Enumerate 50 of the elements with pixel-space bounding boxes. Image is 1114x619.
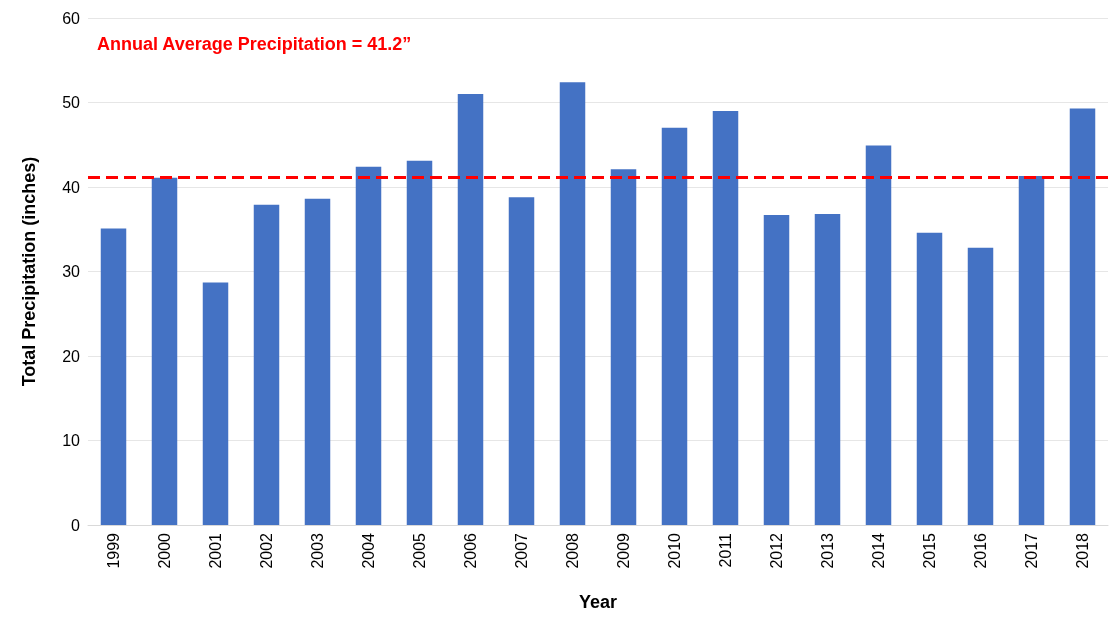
y-axis-title: Total Precipitation (inches): [19, 156, 39, 387]
x-tick-label: 2004: [360, 532, 377, 569]
bar: [304, 198, 331, 525]
bar: [100, 228, 127, 525]
x-tick-label: 2009: [615, 532, 632, 569]
bar: [1069, 108, 1096, 525]
x-axis-title: Year: [578, 592, 618, 612]
x-tick-label: 2008: [564, 532, 581, 569]
ref-line-label: Annual Average Precipitation = 41.2”: [97, 34, 412, 54]
bar: [967, 247, 994, 525]
x-tick-label: 2017: [1023, 532, 1040, 569]
x-tick-label: 2003: [309, 532, 326, 569]
x-tick-label: 2018: [1074, 532, 1091, 569]
bar: [202, 282, 229, 525]
bar: [253, 204, 280, 525]
bar: [355, 166, 382, 525]
x-tick-label: 2005: [411, 532, 428, 569]
bar: [865, 145, 892, 525]
x-tick-label: 2007: [513, 532, 530, 569]
bar: [559, 82, 586, 525]
bar: [814, 214, 841, 525]
bar: [406, 160, 433, 525]
y-tick-label: 10: [62, 432, 81, 449]
bar: [712, 110, 739, 525]
bar: [610, 169, 637, 525]
bar: [763, 214, 790, 525]
x-tick-label: 1999: [105, 532, 122, 569]
x-tick-label: 2002: [258, 532, 275, 569]
bar: [1018, 176, 1045, 525]
x-tick-label: 2015: [921, 532, 938, 569]
y-tick-label: 50: [62, 94, 81, 111]
x-tick-label: 2010: [666, 532, 683, 569]
x-tick-label: 2011: [717, 532, 734, 568]
x-tick-label: 2014: [870, 532, 887, 569]
bar: [916, 232, 943, 525]
y-tick-label: 60: [62, 9, 81, 27]
y-tick-label: 0: [71, 516, 81, 534]
bar: [457, 94, 484, 525]
x-tick-label: 2006: [462, 532, 479, 569]
x-tick-label: 2012: [768, 532, 785, 569]
y-tick-label: 20: [62, 347, 81, 365]
x-tick-label: 2001: [207, 532, 224, 569]
y-tick-label: 40: [62, 178, 81, 196]
x-tick-label: 2016: [972, 532, 989, 569]
x-tick-label: 2013: [819, 532, 836, 569]
bar: [661, 127, 688, 525]
bar: [508, 197, 535, 525]
x-tick-label: 2000: [156, 532, 173, 569]
y-tick-label: 30: [62, 263, 81, 280]
bar: [151, 177, 178, 525]
